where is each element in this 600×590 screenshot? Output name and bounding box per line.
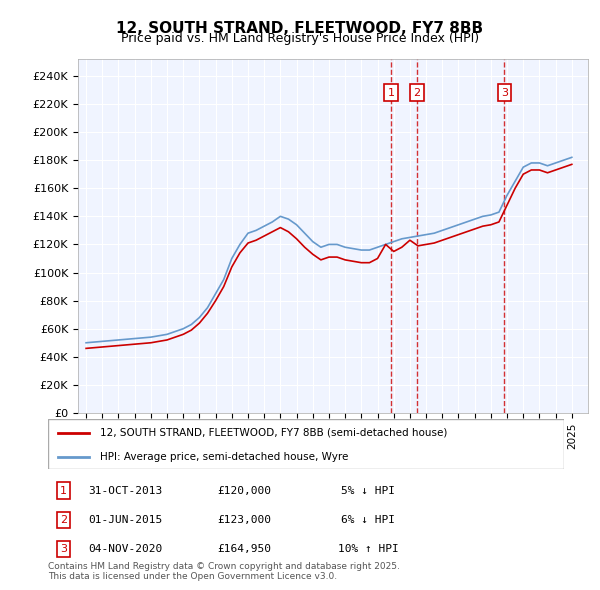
- Text: 2: 2: [413, 88, 420, 98]
- Text: 1: 1: [388, 88, 394, 98]
- Text: 12, SOUTH STRAND, FLEETWOOD, FY7 8BB (semi-detached house): 12, SOUTH STRAND, FLEETWOOD, FY7 8BB (se…: [100, 428, 447, 438]
- Text: Price paid vs. HM Land Registry's House Price Index (HPI): Price paid vs. HM Land Registry's House …: [121, 32, 479, 45]
- Text: 01-JUN-2015: 01-JUN-2015: [88, 515, 163, 525]
- Text: 6% ↓ HPI: 6% ↓ HPI: [341, 515, 395, 525]
- FancyBboxPatch shape: [48, 419, 564, 469]
- Text: 1: 1: [60, 486, 67, 496]
- Text: 04-NOV-2020: 04-NOV-2020: [88, 544, 163, 554]
- Text: 3: 3: [60, 544, 67, 554]
- Text: HPI: Average price, semi-detached house, Wyre: HPI: Average price, semi-detached house,…: [100, 451, 348, 461]
- Text: 3: 3: [501, 88, 508, 98]
- Text: 2: 2: [60, 515, 67, 525]
- Text: 12, SOUTH STRAND, FLEETWOOD, FY7 8BB: 12, SOUTH STRAND, FLEETWOOD, FY7 8BB: [116, 21, 484, 35]
- Text: £164,950: £164,950: [217, 544, 271, 554]
- Text: 31-OCT-2013: 31-OCT-2013: [88, 486, 163, 496]
- Text: Contains HM Land Registry data © Crown copyright and database right 2025.
This d: Contains HM Land Registry data © Crown c…: [48, 562, 400, 581]
- Text: 10% ↑ HPI: 10% ↑ HPI: [338, 544, 398, 554]
- Text: £123,000: £123,000: [217, 515, 271, 525]
- Text: 5% ↓ HPI: 5% ↓ HPI: [341, 486, 395, 496]
- Text: £120,000: £120,000: [217, 486, 271, 496]
